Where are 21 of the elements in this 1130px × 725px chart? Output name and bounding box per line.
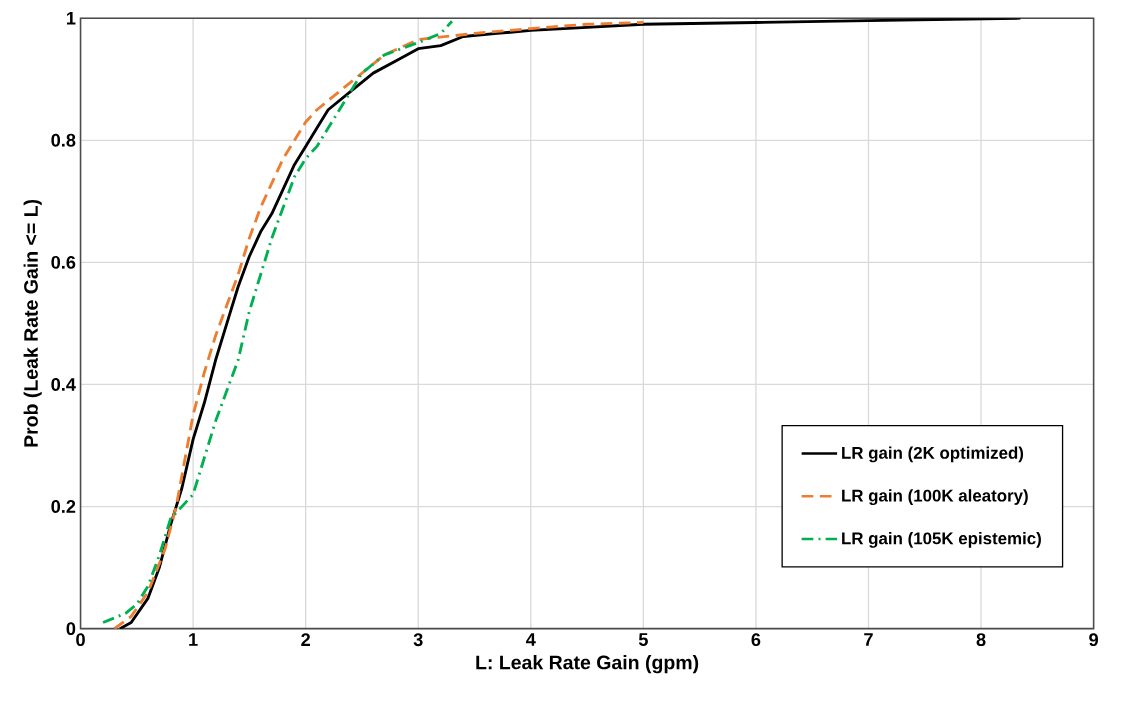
legend-label: LR gain (105K epistemic) <box>842 532 1041 548</box>
y-tick-label: 0.2 <box>51 500 76 514</box>
legend-label: LR gain (2K optimized) <box>842 446 1024 463</box>
x-tick-label: 5 <box>638 633 648 647</box>
x-tick-label: 2 <box>301 633 310 647</box>
y-tick-label: 1 <box>66 12 76 25</box>
x-tick-label: 6 <box>751 633 761 647</box>
legend-label: LR gain (100K aleatory) <box>842 489 1028 506</box>
x-tick-label: 3 <box>413 633 423 647</box>
x-tick-label: 1 <box>189 633 198 646</box>
x-tick-label: 9 <box>1089 633 1099 647</box>
x-tick-label: 4 <box>526 633 536 646</box>
y-tick-label: 0 <box>66 622 76 636</box>
y-tick-label: 0.6 <box>51 256 76 269</box>
x-tick-label: 8 <box>976 633 986 647</box>
y-tick-label: 0.8 <box>51 133 76 147</box>
x-tick-label: 7 <box>864 633 873 646</box>
x-axis-title: L: Leak Rate Gain (gpm) <box>476 655 699 674</box>
x-tick-label: 0 <box>76 633 85 647</box>
y-tick-label: 0.4 <box>51 378 76 392</box>
y-axis-title: Prob (Leak Rate Gain <= L) <box>23 200 42 447</box>
